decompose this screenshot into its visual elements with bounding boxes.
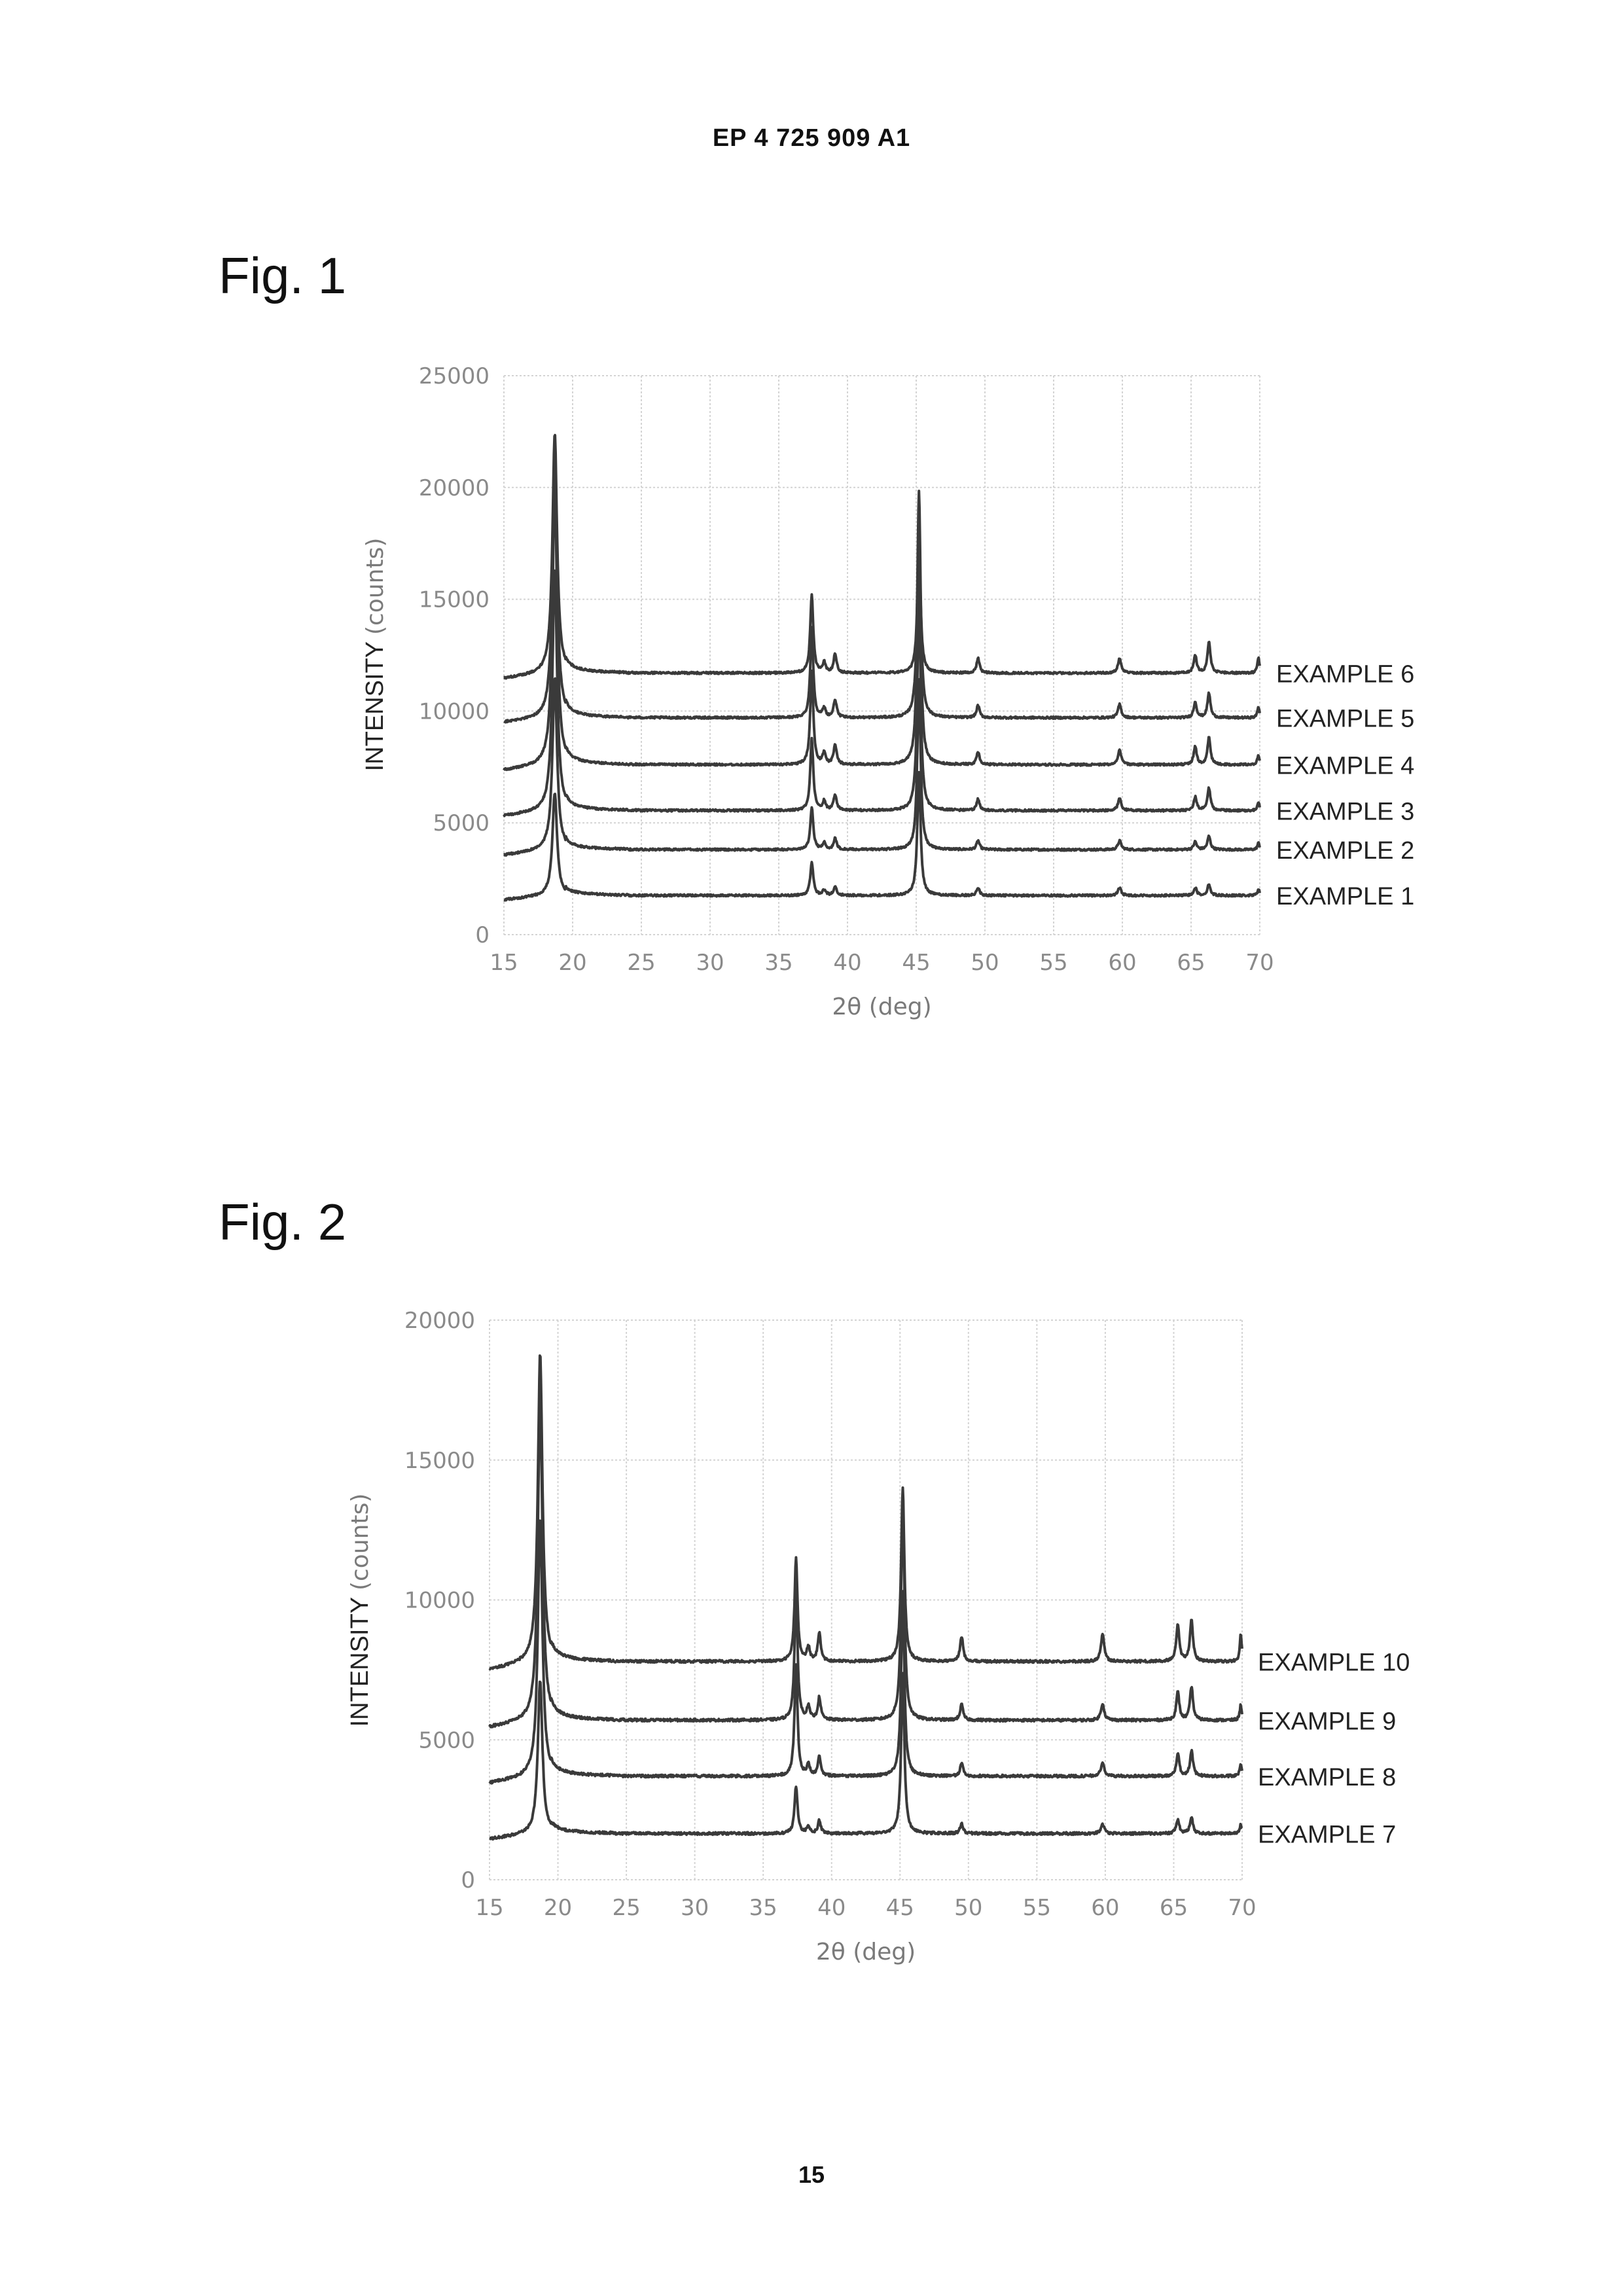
y-tick-label: 5000 (433, 810, 490, 836)
x-tick-label: 70 (1228, 1895, 1256, 1921)
x-tick-label: 70 (1245, 950, 1274, 976)
y-tick-label: 15000 (419, 587, 490, 613)
series-label: EXAMPLE 2 (1276, 837, 1414, 865)
series-label: EXAMPLE 9 (1258, 1708, 1396, 1735)
y-tick-label: 20000 (419, 475, 490, 501)
series-line (503, 569, 1261, 817)
series-label: EXAMPLE 5 (1276, 706, 1414, 733)
series-line (488, 1519, 1243, 1785)
series-label: EXAMPLE 3 (1276, 798, 1414, 825)
y-axis-title: INTENSITY (counts) (346, 1494, 374, 1727)
series-label: EXAMPLE 6 (1276, 660, 1414, 688)
x-tick-label: 45 (902, 950, 930, 976)
y-tick-label: 10000 (419, 698, 490, 725)
y-tick-label: 15000 (404, 1448, 475, 1474)
x-tick-label: 60 (1091, 1895, 1119, 1921)
series-line (488, 1354, 1243, 1671)
y-tick-label: 5000 (418, 1727, 475, 1753)
x-tick-label: 60 (1108, 950, 1136, 976)
y-tick-label: 25000 (419, 363, 490, 389)
x-tick-label: 30 (696, 950, 724, 976)
y-axis-title: INTENSITY (counts) (361, 538, 389, 772)
series-label: EXAMPLE 1 (1276, 883, 1414, 910)
y-tick-label: 0 (461, 1867, 475, 1893)
y-axis-title-unit: (counts) (347, 1494, 374, 1590)
series-label: EXAMPLE 4 (1276, 752, 1414, 780)
x-tick-label: 45 (886, 1895, 914, 1921)
x-tick-label: 35 (764, 950, 793, 976)
y-tick-label: 10000 (404, 1588, 475, 1614)
y-axis-title-main: INTENSITY (346, 1590, 374, 1727)
x-tick-label: 65 (1177, 950, 1205, 976)
x-tick-label: 65 (1160, 1895, 1188, 1921)
x-tick-label: 25 (612, 1895, 640, 1921)
series-label: EXAMPLE 8 (1258, 1764, 1396, 1791)
x-tick-label: 50 (954, 1895, 982, 1921)
series-label: EXAMPLE 7 (1258, 1821, 1396, 1848)
x-tick-label: 25 (627, 950, 655, 976)
series-line (488, 1401, 1243, 1729)
x-tick-label: 20 (558, 950, 586, 976)
x-tick-label: 40 (817, 1895, 846, 1921)
x-tick-label: 35 (749, 1895, 777, 1921)
x-tick-label: 55 (1039, 950, 1067, 976)
x-tick-label: 15 (490, 950, 518, 976)
series-line (503, 462, 1261, 724)
series-label: EXAMPLE 10 (1258, 1649, 1410, 1677)
x-tick-label: 55 (1023, 1895, 1051, 1921)
figure-2-label: Fig. 2 (219, 1193, 347, 1251)
y-axis-title-unit: (counts) (362, 538, 389, 635)
page-number: 15 (798, 2161, 825, 2188)
series-line (503, 486, 1261, 772)
series-line (488, 1672, 1243, 1841)
x-tick-label: 15 (475, 1895, 503, 1921)
publication-number: EP 4 725 909 A1 (712, 124, 911, 152)
y-axis-title-main: INTENSITY (361, 635, 389, 771)
series-line (503, 770, 1261, 902)
x-axis-title: 2θ (deg) (816, 1939, 916, 1965)
x-tick-label: 20 (544, 1895, 572, 1921)
x-tick-label: 40 (833, 950, 861, 976)
figure-1-label: Fig. 1 (219, 247, 347, 304)
series-line (503, 433, 1261, 680)
y-tick-label: 20000 (404, 1308, 475, 1334)
x-tick-label: 50 (971, 950, 999, 976)
x-tick-label: 30 (681, 1895, 709, 1921)
y-tick-label: 0 (475, 922, 490, 948)
series-line (503, 677, 1261, 857)
x-axis-title: 2θ (deg) (832, 994, 931, 1020)
